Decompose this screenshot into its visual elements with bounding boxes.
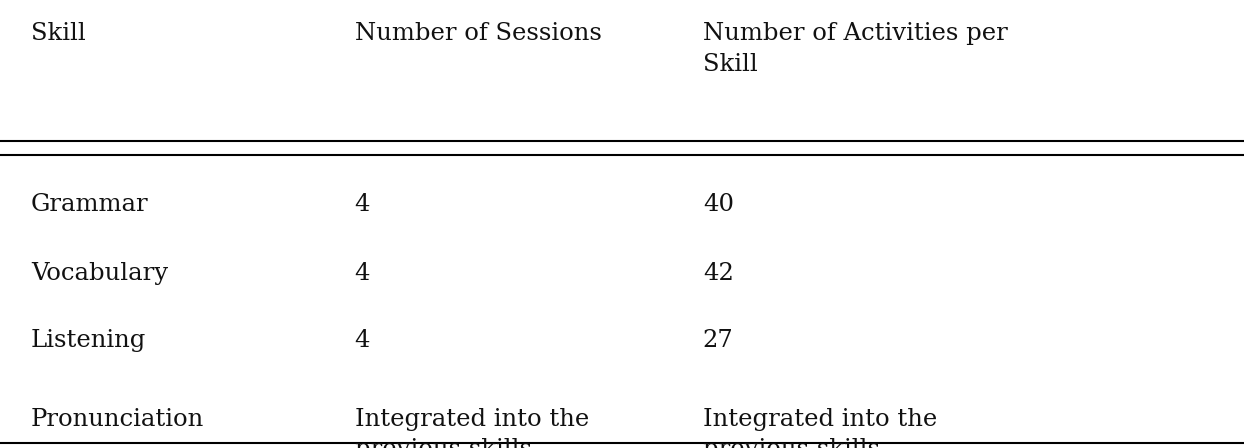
- Text: Number of Activities per
Skill: Number of Activities per Skill: [703, 22, 1008, 76]
- Text: Grammar: Grammar: [31, 193, 149, 215]
- Text: 4: 4: [355, 329, 369, 352]
- Text: Integrated into the
previous skills: Integrated into the previous skills: [703, 408, 937, 448]
- Text: 4: 4: [355, 262, 369, 285]
- Text: Listening: Listening: [31, 329, 147, 352]
- Text: Number of Sessions: Number of Sessions: [355, 22, 601, 45]
- Text: 4: 4: [355, 193, 369, 215]
- Text: Vocabulary: Vocabulary: [31, 262, 168, 285]
- Text: 40: 40: [703, 193, 734, 215]
- Text: 42: 42: [703, 262, 734, 285]
- Text: 27: 27: [703, 329, 734, 352]
- Text: Integrated into the
previous skills: Integrated into the previous skills: [355, 408, 588, 448]
- Text: Skill: Skill: [31, 22, 86, 45]
- Text: Pronunciation: Pronunciation: [31, 408, 204, 431]
